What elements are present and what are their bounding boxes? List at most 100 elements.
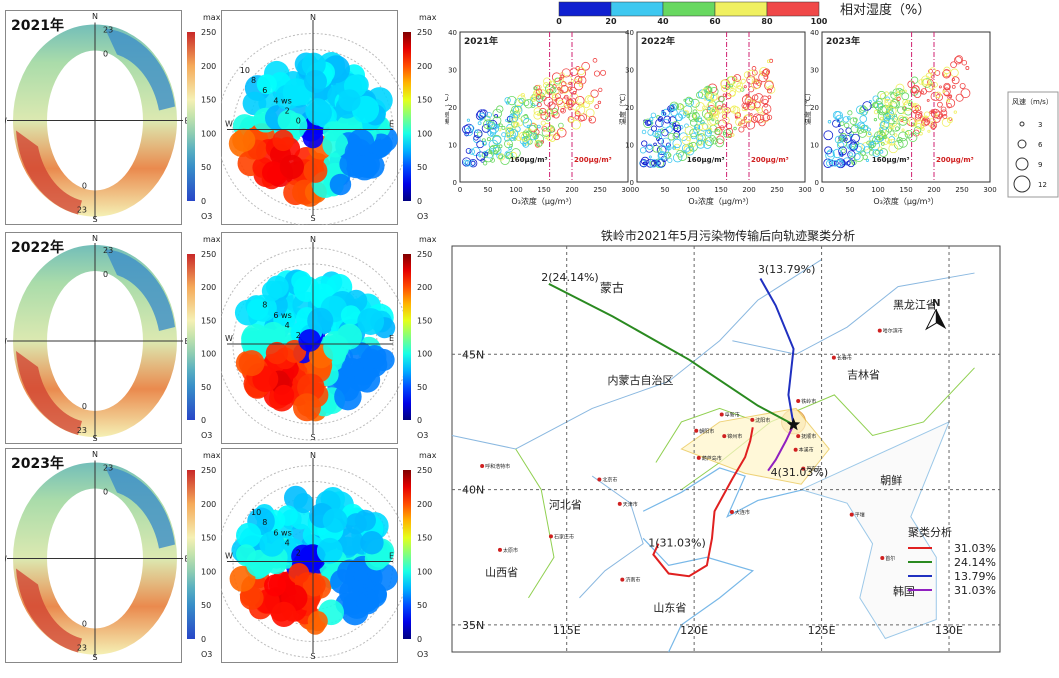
colorbar-tick: 150 — [417, 96, 432, 105]
rose-n-label: N — [92, 234, 98, 243]
polar-n-label: N — [310, 451, 316, 460]
x-tick-label: 300 — [621, 186, 634, 194]
polar-ring-label: 8 — [262, 301, 267, 310]
colorbar-tick: 200 — [201, 283, 216, 292]
place-label: 天津市 — [623, 501, 638, 508]
y-tick-label: 10 — [625, 142, 634, 150]
scatter-points — [823, 55, 971, 169]
x-tick-label: 50 — [484, 186, 493, 194]
place-label: 大连市 — [735, 509, 750, 516]
colorbar-tick: 250 — [417, 28, 432, 37]
y-tick-label: 30 — [810, 67, 819, 75]
north-arrow-icon: N — [925, 298, 947, 331]
place-label: 平壤 — [855, 512, 865, 519]
trajectory-label-4: 4(31.03%) — [771, 466, 829, 479]
colorbar-tick: 100 — [417, 129, 432, 138]
city-dot — [801, 466, 806, 471]
rose-panel-3: NSWE2300232023年max250200150100500O3 — [5, 448, 221, 663]
place-label: 铁岭市 — [801, 398, 816, 405]
legend-title: 聚类分析 — [908, 525, 952, 539]
rose-colorbar — [187, 254, 195, 420]
rose-high-patch — [16, 130, 82, 215]
polar-ring-label: 2 — [296, 331, 301, 340]
polar-ring-label: 6 — [262, 86, 267, 95]
x-tick-label: 250 — [770, 186, 783, 194]
x-tick-label: 300 — [983, 186, 996, 194]
y-tick-label: 0 — [453, 179, 457, 187]
x-axis-label: O₃浓度（μg/m³） — [873, 196, 938, 206]
x-tick-label: 250 — [593, 186, 606, 194]
colorbar-unit: O3 — [417, 212, 428, 221]
colorbar-tick: 200 — [417, 500, 432, 509]
place-label: 丹东市 — [806, 466, 821, 473]
rose-hour-top: 23 — [103, 464, 113, 473]
polar-ring-label: 8 — [251, 76, 256, 85]
polar-e-label: E — [389, 552, 394, 561]
north-label: N — [932, 298, 940, 309]
rh-color-segment — [662, 1, 716, 17]
colorbar-tick: 200 — [201, 62, 216, 71]
place-label: 朝阳市 — [699, 428, 714, 435]
trajectory-2 — [548, 283, 795, 426]
polar-n-label: N — [310, 13, 316, 22]
rh-legend-title: 相对湿度（%） — [840, 2, 930, 18]
colorbar-tick: 0 — [417, 635, 422, 644]
colorbar-tick: 0 — [417, 416, 422, 425]
rose-low-patch — [105, 28, 175, 111]
polar-ring-label: 8 — [262, 518, 267, 527]
rose-year-label: 2022年 — [11, 239, 64, 256]
colorbar-tick: 250 — [201, 250, 216, 259]
rh-color-segment — [766, 1, 820, 17]
colorbar-tick: 100 — [201, 350, 216, 359]
city-dot — [597, 477, 602, 482]
city-dot — [796, 398, 801, 403]
rose-colorbar — [187, 470, 195, 639]
map-lon-label: 120E — [680, 624, 708, 637]
city-dot — [729, 509, 734, 514]
y-tick-label: 30 — [448, 67, 457, 75]
colorbar-tick: 0 — [201, 197, 206, 206]
colorbar-tick: 50 — [201, 383, 211, 392]
coastline — [642, 467, 804, 519]
colorbar-tick: 100 — [417, 350, 432, 359]
rose-hour-bottom: 23 — [77, 644, 87, 653]
rose-hour-top: 23 — [103, 26, 113, 35]
city-dot — [796, 434, 801, 439]
place-label: 呼和浩特市 — [485, 463, 510, 470]
size-legend-title: 风速（m/s） — [1012, 98, 1053, 106]
colorbar-unit: O3 — [417, 431, 428, 440]
polar-ring-label: 2 — [296, 548, 301, 557]
map-lon-label: 115E — [553, 624, 581, 637]
place-label: 太原市 — [503, 547, 518, 554]
place-label: 济南市 — [625, 577, 640, 584]
place-label: 吉林省 — [847, 368, 880, 382]
rose-w-label: W — [5, 337, 7, 346]
y-tick-label: 40 — [448, 29, 457, 37]
size-legend-circle — [1019, 121, 1025, 127]
place-label: 内蒙古自治区 — [607, 373, 673, 387]
place-label: 抚顺市 — [801, 433, 816, 440]
border-line — [732, 272, 975, 355]
scatter-panel-title: 2021年 — [464, 35, 498, 47]
city-dot — [831, 355, 836, 360]
rose-hour-inner-bottom: 0 — [82, 182, 87, 191]
colorbar-tick: 150 — [417, 534, 432, 543]
polar-colorbar — [403, 254, 411, 420]
city-dot — [880, 555, 885, 560]
scatter-points — [639, 58, 776, 169]
rose-hour-inner-top: 0 — [103, 50, 108, 59]
polar-ring-label: 4 ws — [273, 96, 291, 105]
rose-panel-2: NSWE2300232022年max250200150100500O3 — [5, 232, 221, 444]
rose-hour-inner-bottom: 0 — [82, 620, 87, 629]
polar-e-label: E — [389, 120, 394, 129]
map-lat-label: 35N — [462, 619, 484, 632]
trajectory-label-3: 3(13.79%) — [758, 263, 816, 276]
polar-ring-label: 0 — [296, 116, 301, 125]
rose-hour-inner-bottom: 0 — [82, 402, 87, 411]
x-tick-label: 50 — [661, 186, 670, 194]
size-legend-frame — [1007, 91, 1059, 198]
size-legend-value: 12 — [1038, 181, 1047, 189]
rh-tick-label: 40 — [657, 17, 669, 25]
